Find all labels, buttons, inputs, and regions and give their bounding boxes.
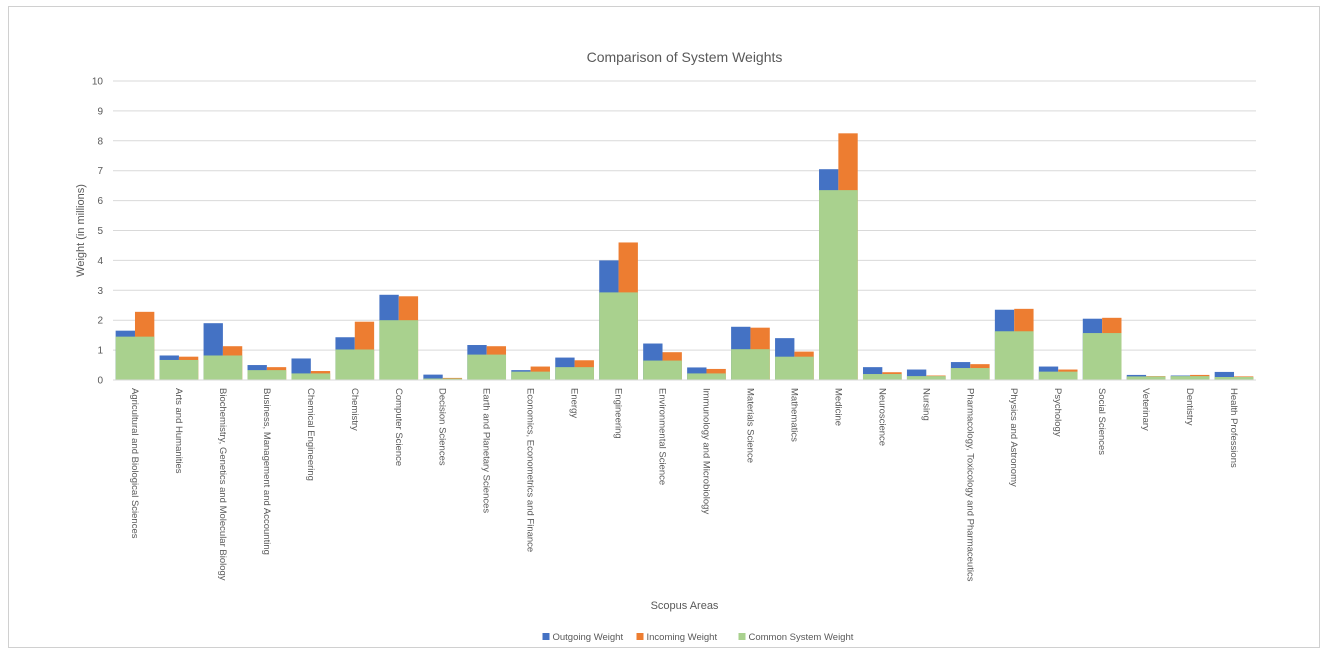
bar-common-system-weight [203,355,243,380]
bar-common-system-weight [994,331,1034,380]
bar-common-system-weight [687,373,726,380]
x-category-label: Earth and Planetary Sciences [481,388,492,513]
legend-label: Common System Weight [749,632,854,643]
bar-common-system-weight [247,370,287,380]
x-category-label: Materials Science [744,388,755,463]
y-tick-label: 8 [97,136,103,147]
bar-outgoing-weight [423,374,443,380]
x-category-label: Dentistry [1184,388,1195,426]
x-category-label: Decision Sciences [437,388,448,466]
legend: Outgoing Weight Incoming Weight Common Sys… [542,632,854,643]
bar-common-system-weight [1170,376,1210,380]
y-tick-label: 2 [97,316,103,327]
x-category-label: Neuroscience [876,388,887,446]
chart-title: Comparison of System Weights [587,49,783,65]
x-category-label: Immunology and Microbiology [700,388,711,514]
x-category-label: Computer Science [393,388,404,466]
bar-outgoing-weight [906,369,927,380]
x-category-label: Biochemistry, Genetics and Molecular Bio… [217,388,228,581]
bar-common-system-weight [950,368,990,380]
y-axis-ticks: 0 1 2 3 4 5 6 7 8 9 10 [92,77,104,387]
y-tick-label: 0 [97,376,103,387]
x-category-label: Health Professions [1228,388,1239,468]
bar-common-system-weight [775,356,814,380]
bars [115,133,1254,380]
bar-common-system-weight [423,378,463,380]
legend-label: Incoming Weight [647,632,718,643]
y-axis-title: Weight (in millions) [75,184,87,277]
x-category-label: Psychology [1052,388,1063,437]
bar-common-system-weight [819,190,858,380]
x-category-label: Nursing [920,388,931,421]
y-tick-label: 6 [97,196,103,207]
x-category-label: Chemistry [349,388,360,431]
y-tick-label: 9 [97,106,103,117]
bar-common-system-weight [467,354,507,380]
bar-common-system-weight [1214,377,1254,380]
legend-swatch [542,633,550,640]
x-category-label: Medicine [832,388,843,426]
bar-common-system-weight [862,374,902,380]
x-category-label: Chemical Engineering [305,388,316,481]
bar-common-system-weight [511,371,550,380]
x-axis-title: Scopus Areas [651,600,719,612]
bar-outgoing-weight [1214,371,1235,380]
bar-common-system-weight [731,349,770,380]
y-tick-label: 10 [92,77,104,88]
x-category-label: Agricultural and Biological Sciences [129,388,140,539]
bar-common-system-weight [1038,371,1078,380]
x-category-label: Physics and Astronomy [1008,388,1019,487]
x-category-label: Environmental Science [657,388,668,485]
y-tick-label: 3 [97,286,103,297]
gridlines [113,80,1256,351]
bar-common-system-weight [599,292,638,380]
bar-common-system-weight [159,359,199,380]
x-category-label: Economics, Econometrics and Finance [525,388,536,552]
x-category-label: Social Sciences [1096,388,1107,455]
x-category-label: Veterinary [1140,388,1151,431]
x-category-label: Pharmacology, Toxicology and Pharmaceuti… [964,388,975,582]
x-category-label: Energy [569,388,580,418]
bar-common-system-weight [291,373,331,380]
x-category-label: Business, Management and Accounting [261,388,272,555]
legend-label: Outgoing Weight [553,632,624,643]
x-category-label: Engineering [613,388,624,439]
bar-common-system-weight [379,320,419,380]
bar-common-system-weight [1082,333,1122,380]
y-tick-label: 7 [97,166,103,177]
x-category-label: Arts and Humanities [173,388,184,474]
bar-common-system-weight [643,360,682,380]
bar-common-system-weight [906,376,946,380]
bar-common-system-weight [335,349,375,380]
y-tick-label: 1 [97,346,103,357]
y-tick-label: 4 [97,256,103,267]
x-category-label: Mathematics [788,388,799,442]
legend-swatch [738,633,746,640]
bar-common-system-weight [1126,376,1166,380]
legend-swatch [636,633,644,640]
x-axis-categories: Agricultural and Biological Sciences Arts… [129,388,1239,582]
y-tick-label: 5 [97,226,103,237]
bar-common-system-weight [555,367,594,380]
bar-common-system-weight [115,336,155,380]
